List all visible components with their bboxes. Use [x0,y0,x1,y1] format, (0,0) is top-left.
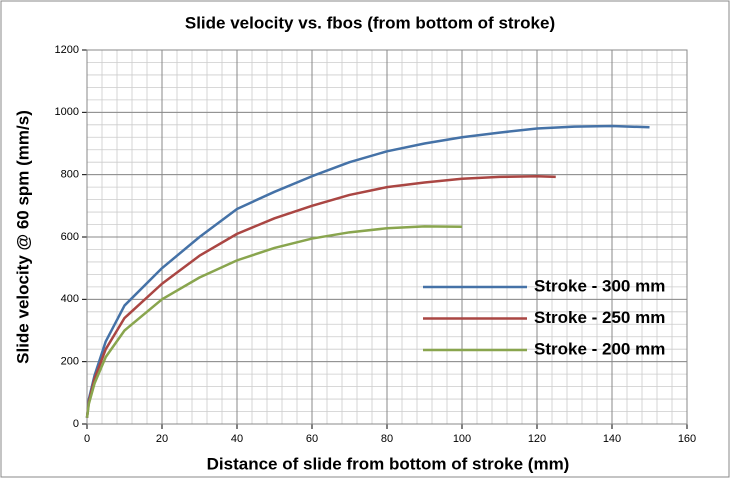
x-tick-label: 0 [84,433,90,445]
legend-label: Stroke - 200 mm [534,339,665,358]
x-tick-label: 140 [603,433,621,445]
x-tick-label: 20 [156,433,168,445]
series-line [85,174,556,418]
x-tick-label: 40 [231,433,243,445]
legend-label: Stroke - 300 mm [534,276,665,295]
x-tick-label: 160 [678,433,696,445]
y-tick-label: 1000 [55,106,79,118]
y-tick-label: 600 [61,231,79,243]
y-axis-label: Slide velocity @ 60 spm (mm/s) [13,110,32,364]
y-tick-label: 0 [73,418,79,430]
y-tick-label: 400 [61,293,79,305]
series-line [85,124,650,418]
chart-title: Slide velocity vs. fbos (from bottom of … [185,13,555,32]
series-line [85,225,463,418]
x-tick-label: 100 [453,433,471,445]
y-tick-label: 1200 [55,44,79,56]
x-tick-label: 120 [528,433,546,445]
y-tick-label: 200 [61,356,79,368]
x-axis-label: Distance of slide from bottom of stroke … [207,454,570,473]
y-tick-label: 800 [61,169,79,181]
plot-area [86,49,688,425]
legend-label: Stroke - 250 mm [534,308,665,327]
x-tick-label: 80 [381,433,393,445]
x-tick-label: 60 [306,433,318,445]
